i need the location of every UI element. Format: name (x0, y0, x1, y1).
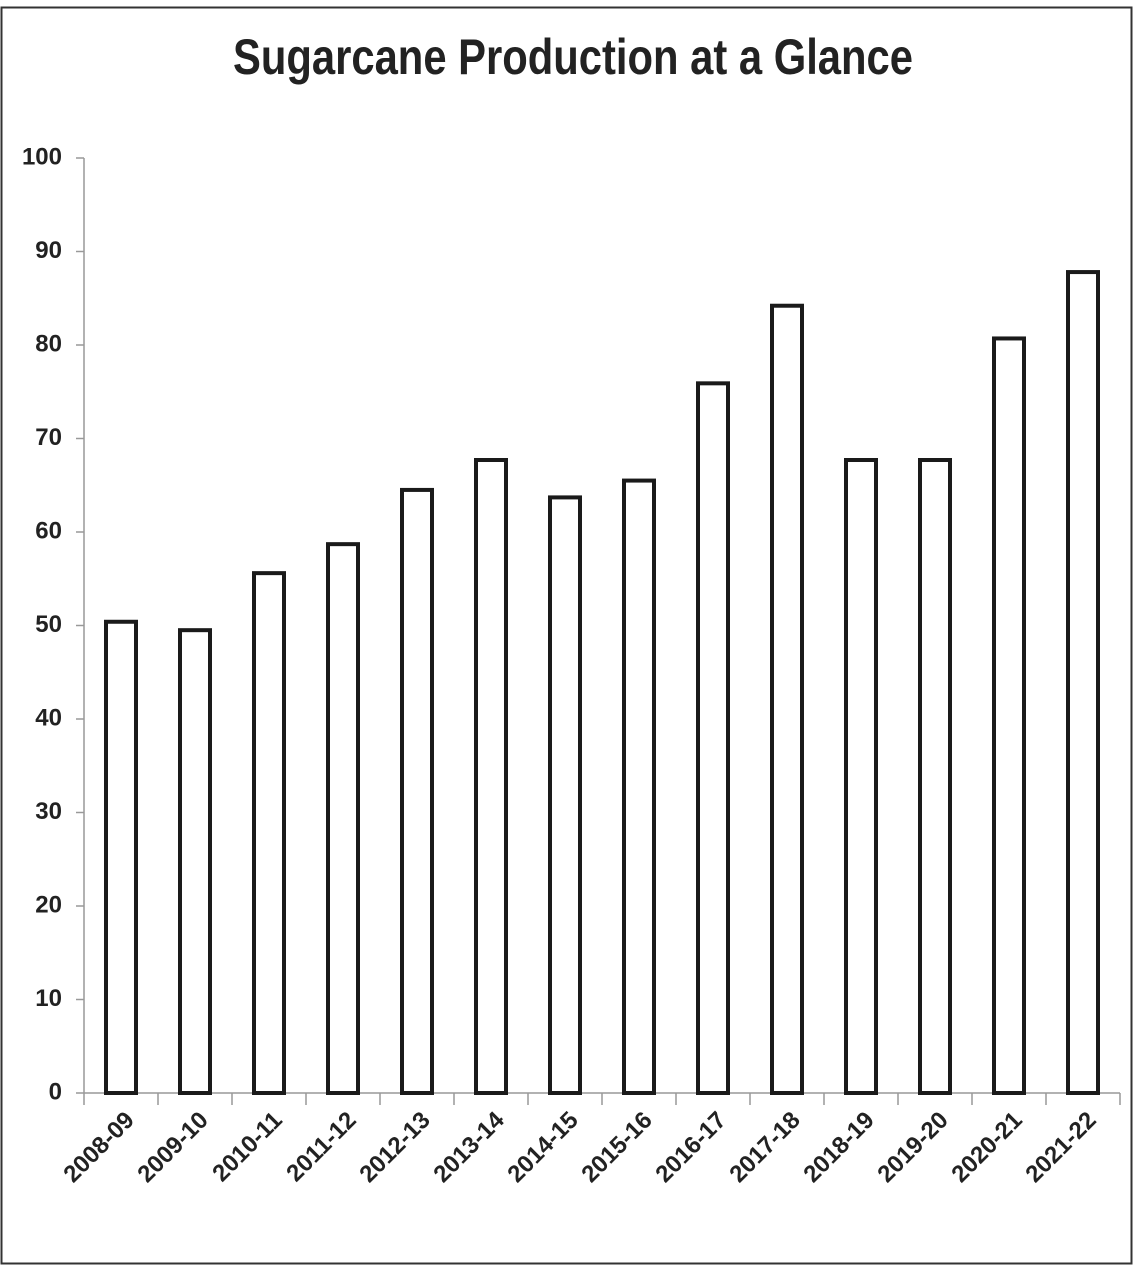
y-tick-label: 80 (35, 330, 62, 357)
y-tick-label: 50 (35, 611, 62, 638)
bar (474, 458, 508, 1095)
bar (326, 542, 360, 1095)
bar (400, 487, 434, 1095)
chart-title: Sugarcane Production at a Glance (233, 29, 913, 85)
y-tick-label: 0 (49, 1078, 62, 1105)
bar (104, 619, 138, 1095)
bar (178, 628, 212, 1095)
bar (696, 381, 730, 1095)
y-tick-label: 90 (35, 237, 62, 264)
bar (548, 495, 582, 1095)
bar (1066, 270, 1100, 1095)
y-tick-label: 20 (35, 891, 62, 918)
bar (992, 336, 1026, 1095)
bar (844, 458, 878, 1095)
bar (252, 571, 286, 1095)
bar (770, 303, 804, 1096)
y-tick-label: 10 (35, 985, 62, 1012)
y-tick-label: 40 (35, 704, 62, 731)
y-tick-label: 30 (35, 798, 62, 825)
y-tick-label: 100 (22, 143, 62, 170)
bar (918, 458, 952, 1095)
y-tick-label: 60 (35, 517, 62, 544)
bar (622, 478, 656, 1095)
y-tick-label: 70 (35, 424, 62, 451)
